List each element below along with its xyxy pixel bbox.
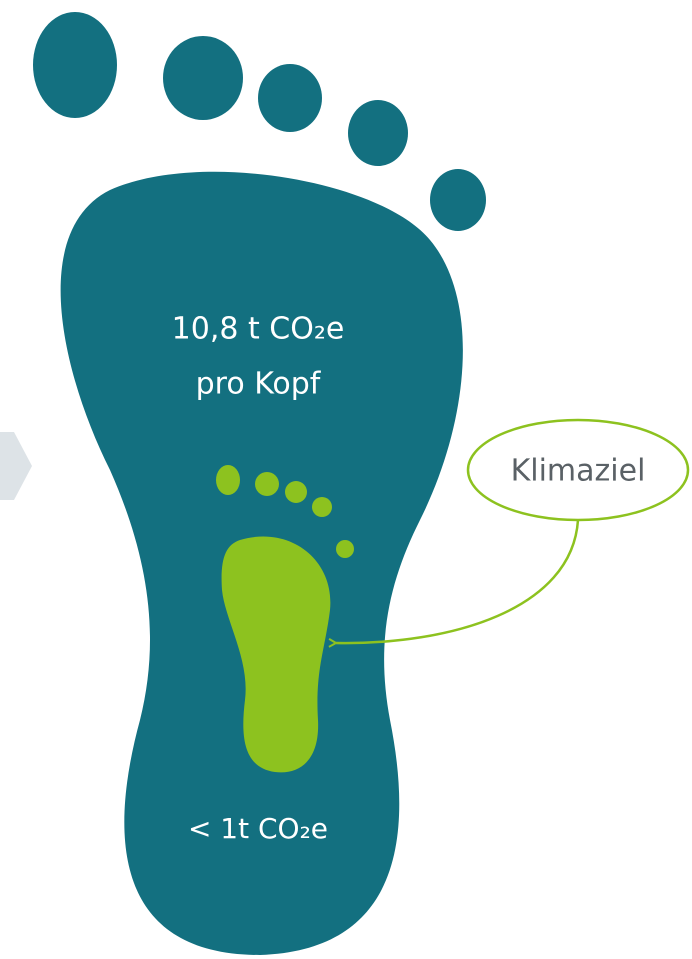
footprint-label: pro Kopf bbox=[196, 367, 322, 402]
small-footprint bbox=[216, 465, 354, 773]
footprint-label: 10,8 t CO₂e bbox=[172, 312, 345, 347]
callout-label: Klimaziel bbox=[511, 454, 646, 489]
connector bbox=[336, 519, 580, 643]
target-value: < 1t CO₂e bbox=[188, 812, 328, 845]
callout bbox=[466, 418, 690, 522]
chevron bbox=[0, 432, 32, 500]
